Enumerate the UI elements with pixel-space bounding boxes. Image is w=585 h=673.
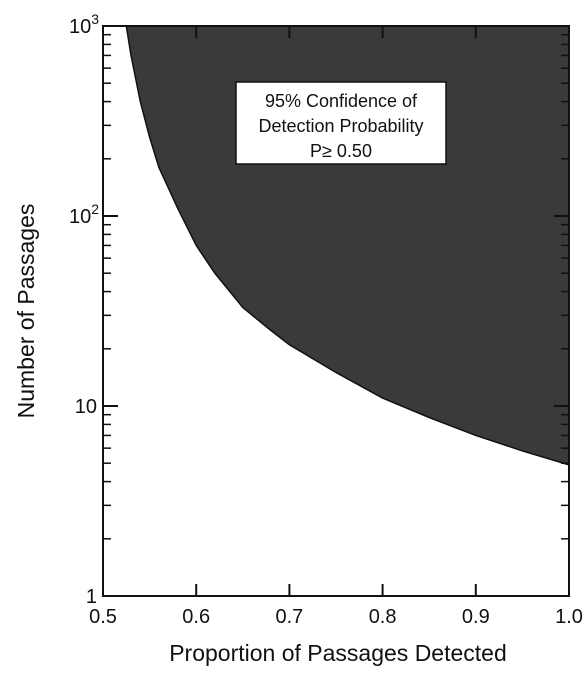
- annotation-line-3: P≥ 0.50: [310, 141, 372, 161]
- x-tick-label: 0.7: [275, 606, 303, 628]
- y-tick-label: 103: [69, 11, 99, 38]
- boundary-curve: [125, 25, 570, 466]
- y-tick-label: 1: [86, 586, 97, 608]
- plot-frame: [102, 25, 570, 597]
- y-tick-label: 10: [75, 396, 97, 418]
- x-axis-label: Proportion of Passages Detected: [169, 640, 507, 666]
- tick-labels: 0.5 0.6 0.7 0.8 0.9 1.0 1 10 102 103: [69, 11, 583, 628]
- ticks: [102, 25, 570, 597]
- x-tick-label: 0.9: [462, 606, 490, 628]
- x-tick-label: 0.8: [369, 606, 397, 628]
- annotation-line-2: Detection Probability: [258, 116, 423, 136]
- y-axis-label: Number of Passages: [13, 204, 39, 419]
- annotation-box: 95% Confidence of Detection Probability …: [235, 81, 447, 165]
- y-tick-label: 102: [69, 201, 99, 228]
- annotation-background: [235, 81, 447, 165]
- annotation-line-1: 95% Confidence of: [265, 91, 418, 111]
- x-tick-label: 1.0: [555, 606, 583, 628]
- x-tick-label: 0.5: [89, 606, 117, 628]
- axes: [102, 25, 570, 597]
- x-tick-label: 0.6: [182, 606, 210, 628]
